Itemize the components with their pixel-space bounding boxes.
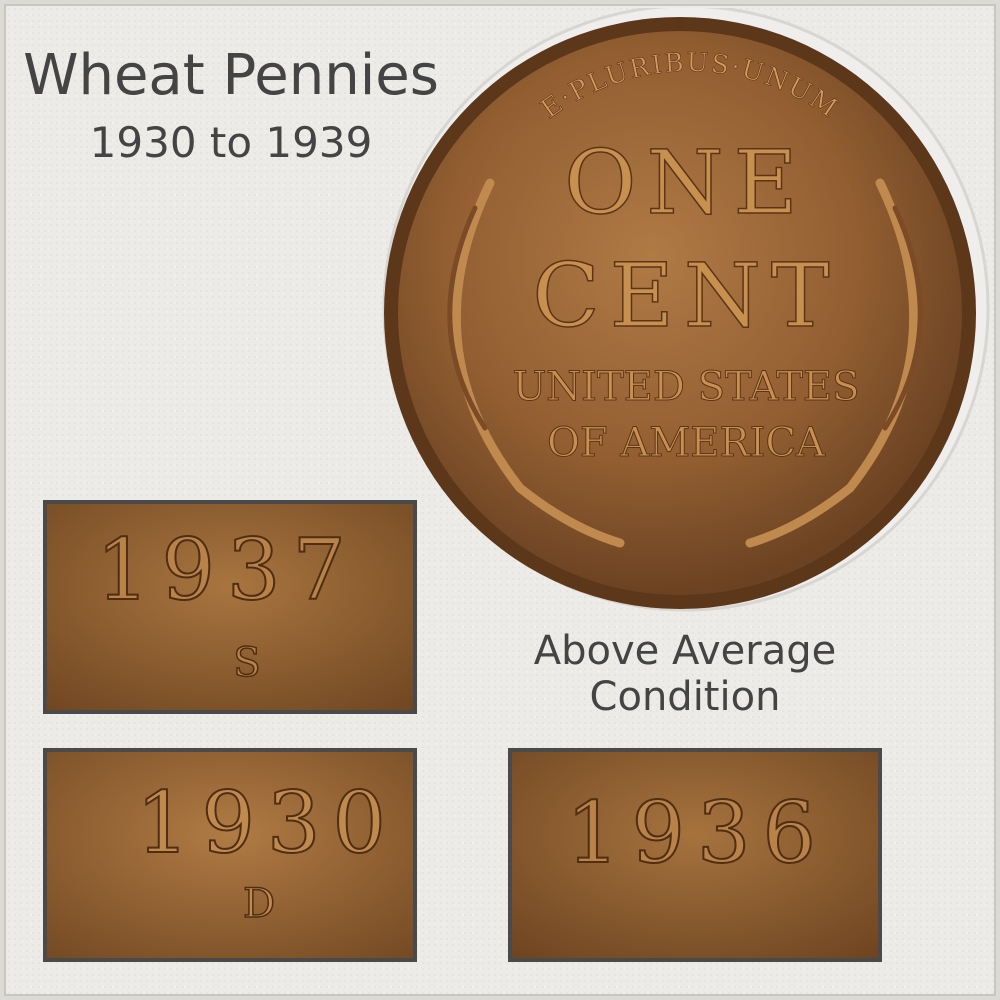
condition-caption: Above Average Condition bbox=[500, 628, 870, 720]
coin-face bbox=[398, 31, 962, 595]
date-closeup-panel: 1930 D bbox=[43, 748, 417, 962]
date-closeup-panel: 1937 S bbox=[43, 500, 417, 714]
wheat-stalk-left-icon bbox=[447, 178, 625, 548]
page-title: Wheat Pennies bbox=[23, 43, 439, 108]
page-subtitle: 1930 to 1939 bbox=[89, 118, 373, 167]
wheat-stalk-right-icon bbox=[745, 178, 923, 548]
panel-year: 1937 bbox=[96, 521, 358, 619]
panel-year: 1930 bbox=[136, 774, 398, 872]
wheat-penny-reverse-coin: E·PLURIBUS·UNUM ONE CENT UNITED STATES O… bbox=[380, 4, 992, 620]
caption-line-1: Above Average bbox=[533, 628, 837, 674]
coin-of-america: OF AMERICA bbox=[547, 420, 826, 466]
coin-cent: CENT bbox=[532, 244, 839, 347]
coin-one: ONE bbox=[564, 131, 807, 234]
coin-united-states: UNITED STATES bbox=[512, 364, 859, 410]
date-closeup-panel: 1936 bbox=[508, 748, 882, 962]
panel-mint-mark: D bbox=[243, 881, 275, 927]
panel-mint-mark: S bbox=[233, 640, 260, 686]
caption-line-2: Condition bbox=[589, 674, 781, 720]
panel-year: 1936 bbox=[566, 784, 828, 882]
